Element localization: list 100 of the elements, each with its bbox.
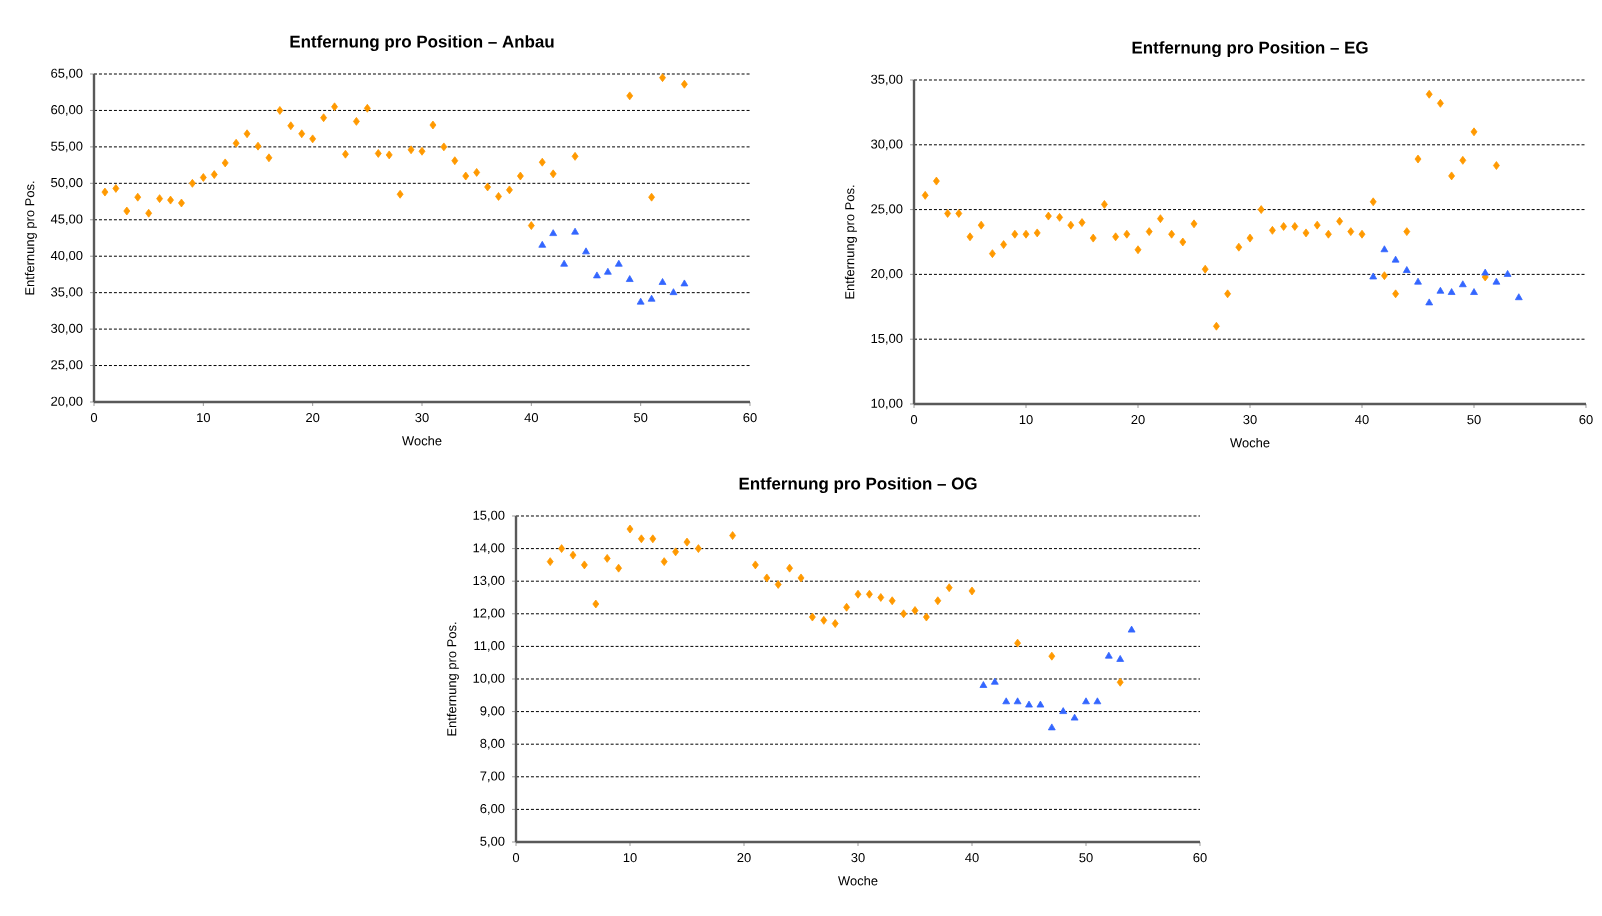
point [877, 593, 885, 602]
point [1123, 229, 1131, 239]
point [1134, 245, 1142, 255]
point [546, 557, 554, 567]
point [1336, 216, 1343, 226]
point [243, 129, 251, 139]
point [560, 259, 568, 267]
point [866, 589, 873, 599]
point [506, 185, 513, 195]
point [1280, 222, 1287, 231]
point [626, 91, 634, 101]
point [167, 195, 174, 205]
point [1104, 651, 1113, 659]
point [977, 220, 985, 230]
point [571, 151, 579, 161]
point [672, 547, 679, 557]
point [569, 550, 577, 560]
point [786, 563, 793, 573]
point [582, 247, 590, 255]
point [669, 288, 678, 296]
point [1078, 218, 1086, 227]
point [1036, 700, 1045, 708]
point [396, 189, 404, 199]
point [1437, 98, 1444, 108]
point [199, 173, 207, 182]
point [911, 606, 919, 615]
point [658, 278, 667, 285]
point [145, 208, 153, 218]
point [1470, 288, 1478, 295]
point [625, 275, 634, 282]
point [221, 158, 229, 168]
point [659, 73, 666, 83]
point [900, 609, 907, 619]
point [921, 190, 929, 200]
point [265, 153, 273, 163]
point [1022, 229, 1030, 239]
point [989, 249, 996, 259]
point [1070, 713, 1079, 721]
point [1458, 280, 1467, 288]
point [1481, 268, 1490, 276]
point [1246, 233, 1254, 243]
point [363, 103, 371, 113]
point [1291, 222, 1299, 231]
point [680, 279, 689, 287]
point [774, 580, 782, 589]
chart-title: Entfernung pro Position – OG [739, 477, 977, 493]
point [966, 232, 974, 242]
point [1436, 286, 1445, 294]
point [1369, 197, 1377, 207]
point [1014, 638, 1021, 648]
point [1116, 655, 1125, 662]
point [1059, 707, 1068, 714]
point [1414, 154, 1422, 164]
point [593, 271, 601, 279]
point [538, 157, 546, 167]
point [1168, 229, 1175, 239]
point [1048, 651, 1056, 661]
point [1235, 242, 1243, 252]
point [1402, 266, 1411, 273]
point [571, 227, 579, 235]
point [1033, 228, 1041, 238]
point [888, 596, 896, 606]
point [1381, 271, 1388, 281]
point [298, 129, 306, 139]
point [156, 194, 163, 204]
point [636, 297, 645, 305]
point [955, 209, 963, 218]
point [1269, 225, 1276, 235]
point [649, 534, 657, 544]
point [1257, 205, 1265, 214]
point [934, 596, 942, 606]
point [979, 681, 988, 688]
point [592, 599, 600, 609]
point [1447, 288, 1456, 295]
point [1011, 229, 1019, 239]
point [473, 168, 481, 177]
point [1425, 89, 1433, 99]
point [1093, 697, 1102, 705]
point [809, 612, 816, 622]
point [1112, 232, 1119, 242]
point [1448, 171, 1455, 181]
chart-title: Entfernung pro Position – EG [1132, 41, 1368, 57]
point [1325, 229, 1332, 239]
point [1045, 211, 1052, 221]
point [1392, 289, 1399, 299]
point [1503, 270, 1512, 277]
point [1082, 697, 1090, 705]
point [1013, 697, 1022, 705]
point [820, 615, 828, 625]
point [1369, 272, 1378, 280]
point [581, 560, 588, 570]
point [615, 563, 622, 573]
point [1358, 229, 1366, 239]
point [614, 259, 623, 267]
point [1313, 220, 1321, 230]
point [1067, 220, 1075, 230]
point [1302, 228, 1310, 238]
point [1000, 240, 1007, 249]
point [1380, 245, 1389, 253]
point [638, 534, 645, 544]
